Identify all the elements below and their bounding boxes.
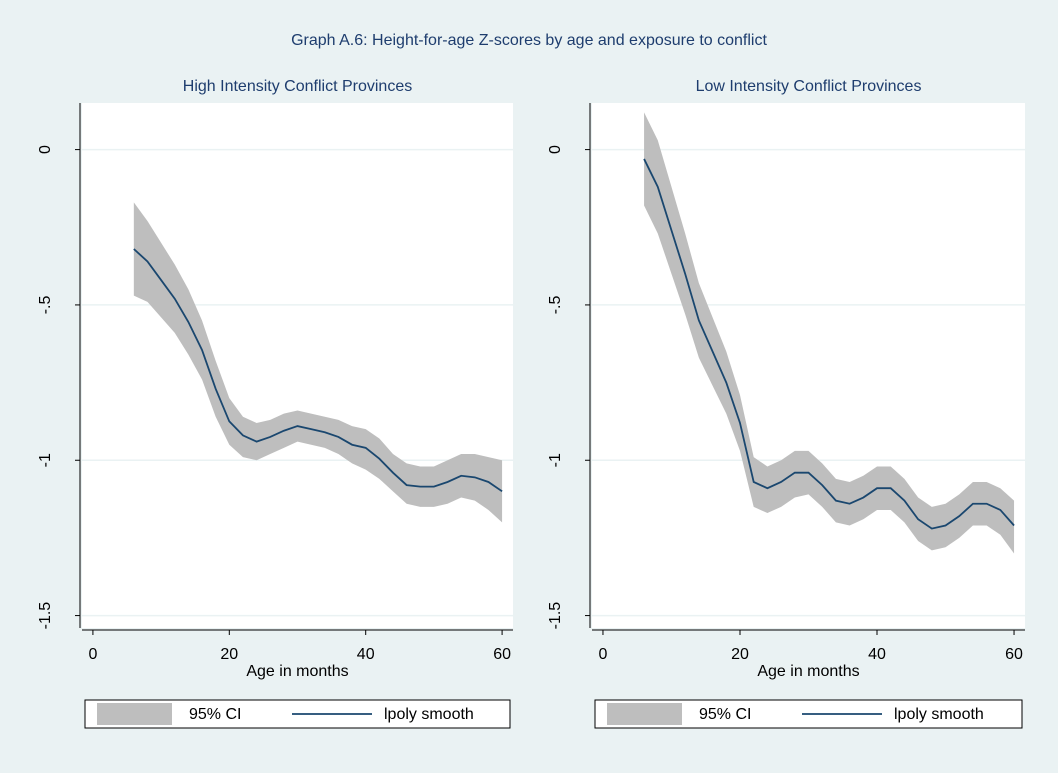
x-tick-label: 40 xyxy=(357,646,375,663)
x-tick-label: 0 xyxy=(88,646,97,663)
x-axis-label: Age in months xyxy=(757,663,859,680)
chart-title: Graph A.6: Height-for-age Z-scores by ag… xyxy=(291,32,767,49)
y-tick-label: -1 xyxy=(547,453,564,467)
y-tick-label: -1 xyxy=(37,453,54,467)
y-tick-label: -1.5 xyxy=(37,602,54,630)
plot-area xyxy=(82,103,513,628)
x-tick-label: 0 xyxy=(599,646,608,663)
y-tick-label: 0 xyxy=(547,145,564,154)
x-axis-label: Age in months xyxy=(246,663,348,680)
x-tick-label: 40 xyxy=(868,646,886,663)
x-tick-label: 60 xyxy=(1005,646,1023,663)
legend-label: lpoly smooth xyxy=(894,706,984,723)
smooth-line xyxy=(643,158,1015,530)
y-tick-label: 0 xyxy=(37,145,54,154)
panel-title: Low Intensity Conflict Provinces xyxy=(696,78,922,95)
y-tick-label: -1.5 xyxy=(547,602,564,630)
legend-label: 95% CI xyxy=(189,706,241,723)
panel-title: High Intensity Conflict Provinces xyxy=(183,78,412,95)
legend-swatch xyxy=(97,703,172,725)
smooth-line xyxy=(133,248,503,493)
x-tick-label: 20 xyxy=(731,646,749,663)
legend-label: 95% CI xyxy=(699,706,751,723)
legend-label: lpoly smooth xyxy=(384,706,474,723)
y-tick-label: -.5 xyxy=(547,295,564,314)
x-tick-label: 20 xyxy=(220,646,238,663)
ci-band xyxy=(644,112,1015,554)
ci-band xyxy=(133,202,503,523)
x-tick-label: 60 xyxy=(493,646,511,663)
y-tick-label: -.5 xyxy=(37,295,54,314)
legend-swatch xyxy=(607,703,682,725)
